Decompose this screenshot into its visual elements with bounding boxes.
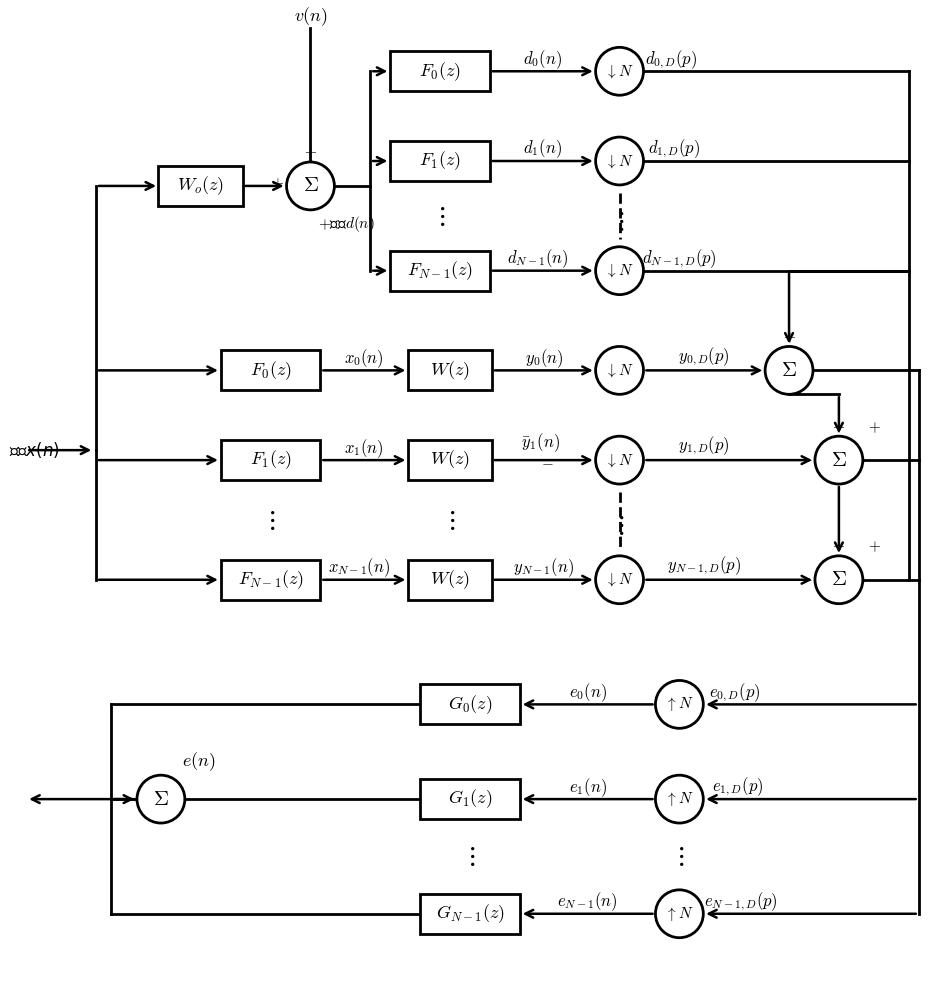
FancyBboxPatch shape xyxy=(420,779,520,819)
Text: $F_1(z)$: $F_1(z)$ xyxy=(419,150,461,172)
FancyBboxPatch shape xyxy=(420,894,520,934)
Text: 远端$x(n)$: 远端$x(n)$ xyxy=(9,440,60,460)
Text: $x_1(n)$: $x_1(n)$ xyxy=(344,437,385,460)
Text: $\downarrow N$: $\downarrow N$ xyxy=(605,362,634,379)
Text: $\downarrow N$: $\downarrow N$ xyxy=(605,153,634,170)
Text: $-$: $-$ xyxy=(749,361,763,375)
Text: $\vdots$: $\vdots$ xyxy=(614,512,625,537)
Text: $W(z)$: $W(z)$ xyxy=(431,449,470,471)
FancyBboxPatch shape xyxy=(220,560,321,600)
Text: $y_0(n)$: $y_0(n)$ xyxy=(524,347,563,370)
Text: $W(z)$: $W(z)$ xyxy=(431,568,470,591)
Text: $\Sigma$: $\Sigma$ xyxy=(831,570,847,589)
FancyBboxPatch shape xyxy=(220,440,321,480)
Circle shape xyxy=(596,436,643,484)
Text: $\Sigma$: $\Sigma$ xyxy=(303,176,318,195)
Text: $F_{N-1}(z)$: $F_{N-1}(z)$ xyxy=(237,568,304,591)
FancyBboxPatch shape xyxy=(408,440,492,480)
Text: $y_{1,D}(p)$: $y_{1,D}(p)$ xyxy=(678,435,730,457)
Text: $e_{1,D}(p)$: $e_{1,D}(p)$ xyxy=(712,776,763,798)
Text: $+$: $+$ xyxy=(832,540,845,554)
FancyBboxPatch shape xyxy=(420,684,520,724)
Text: $\downarrow N$: $\downarrow N$ xyxy=(605,63,634,80)
Text: $e_{N-1}(n)$: $e_{N-1}(n)$ xyxy=(557,890,618,913)
Text: $F_1(z)$: $F_1(z)$ xyxy=(250,449,292,471)
Circle shape xyxy=(656,775,704,823)
Text: $+$: $+$ xyxy=(271,177,284,191)
Text: $\Sigma$: $\Sigma$ xyxy=(153,790,169,809)
Circle shape xyxy=(596,346,643,394)
FancyBboxPatch shape xyxy=(390,141,490,181)
FancyBboxPatch shape xyxy=(408,560,492,600)
Circle shape xyxy=(137,775,185,823)
Circle shape xyxy=(656,890,704,938)
Text: $+$: $+$ xyxy=(782,330,795,345)
Text: $\uparrow N$: $\uparrow N$ xyxy=(665,905,693,923)
Text: $y_{N-1}(n)$: $y_{N-1}(n)$ xyxy=(513,556,574,579)
Text: $y_{N-1,D}(p)$: $y_{N-1,D}(p)$ xyxy=(667,555,741,577)
Text: $d_{0,D}(p)$: $d_{0,D}(p)$ xyxy=(645,48,698,71)
Circle shape xyxy=(815,556,863,604)
Circle shape xyxy=(596,556,643,604)
Text: $\vdots$: $\vdots$ xyxy=(674,843,685,868)
Text: $\vdots$: $\vdots$ xyxy=(265,507,276,532)
Text: $W(z)$: $W(z)$ xyxy=(431,359,470,382)
Text: $x_0(n)$: $x_0(n)$ xyxy=(344,347,385,370)
Text: $e_0(n)$: $e_0(n)$ xyxy=(568,681,607,704)
Text: $d_{N-1,D}(p)$: $d_{N-1,D}(p)$ xyxy=(642,248,717,270)
Text: $d_0(n)$: $d_0(n)$ xyxy=(523,48,562,71)
Text: $\vdots$: $\vdots$ xyxy=(614,208,625,233)
FancyBboxPatch shape xyxy=(408,350,492,390)
Circle shape xyxy=(596,47,643,95)
Circle shape xyxy=(765,346,813,394)
Circle shape xyxy=(286,162,335,210)
Text: $e(n)$: $e(n)$ xyxy=(182,750,216,773)
Text: $+$: $+$ xyxy=(832,420,845,435)
Text: $\bar{y}_1(n)$: $\bar{y}_1(n)$ xyxy=(522,431,560,454)
Text: $+$近端$d(n)$: $+$近端$d(n)$ xyxy=(318,214,375,234)
Text: $G_0(z)$: $G_0(z)$ xyxy=(447,693,492,716)
Circle shape xyxy=(596,247,643,295)
Circle shape xyxy=(656,680,704,728)
Text: $+$: $+$ xyxy=(304,146,317,160)
Text: $-$: $-$ xyxy=(800,451,812,465)
Text: $x_{N-1}(n)$: $x_{N-1}(n)$ xyxy=(328,556,390,579)
Text: $\uparrow N$: $\uparrow N$ xyxy=(665,695,693,713)
Text: $\vdots$: $\vdots$ xyxy=(465,843,476,868)
FancyBboxPatch shape xyxy=(159,166,243,206)
FancyBboxPatch shape xyxy=(390,251,490,291)
Text: $e_{0,D}(p)$: $e_{0,D}(p)$ xyxy=(708,681,760,704)
FancyBboxPatch shape xyxy=(220,350,321,390)
FancyBboxPatch shape xyxy=(390,51,490,91)
Text: $F_0(z)$: $F_0(z)$ xyxy=(250,359,292,382)
Circle shape xyxy=(815,436,863,484)
Circle shape xyxy=(596,137,643,185)
Text: $\vdots$: $\vdots$ xyxy=(445,507,455,532)
Text: $+$: $+$ xyxy=(869,420,882,435)
Text: $\uparrow N$: $\uparrow N$ xyxy=(665,790,693,808)
Text: $y_{0,D}(p)$: $y_{0,D}(p)$ xyxy=(678,345,730,368)
Text: $\vdots$: $\vdots$ xyxy=(435,203,446,228)
Text: $G_{N-1}(z)$: $G_{N-1}(z)$ xyxy=(435,902,505,925)
Text: $W_o(z)$: $W_o(z)$ xyxy=(177,175,224,197)
Text: $F_{N-1}(z)$: $F_{N-1}(z)$ xyxy=(407,259,473,282)
Text: $G_1(z)$: $G_1(z)$ xyxy=(447,788,492,810)
Text: $-$: $-$ xyxy=(541,455,553,469)
Text: $-$: $-$ xyxy=(800,571,812,585)
Text: $d_{1,D}(p)$: $d_{1,D}(p)$ xyxy=(648,138,701,160)
Text: $\downarrow N$: $\downarrow N$ xyxy=(605,571,634,588)
Text: $d_1(n)$: $d_1(n)$ xyxy=(523,138,562,160)
Text: $e_{N-1,D}(p)$: $e_{N-1,D}(p)$ xyxy=(704,891,779,913)
Text: $+$: $+$ xyxy=(869,540,882,554)
Text: $\Sigma$: $\Sigma$ xyxy=(831,451,847,470)
Text: $\Sigma$: $\Sigma$ xyxy=(781,361,797,380)
Text: $\downarrow N$: $\downarrow N$ xyxy=(605,262,634,279)
Text: $e_1(n)$: $e_1(n)$ xyxy=(568,776,607,799)
Text: $\downarrow N$: $\downarrow N$ xyxy=(605,452,634,469)
Text: $F_0(z)$: $F_0(z)$ xyxy=(419,60,461,83)
Text: $d_{N-1}(n)$: $d_{N-1}(n)$ xyxy=(507,247,568,270)
Text: $v(n)$: $v(n)$ xyxy=(294,5,327,28)
